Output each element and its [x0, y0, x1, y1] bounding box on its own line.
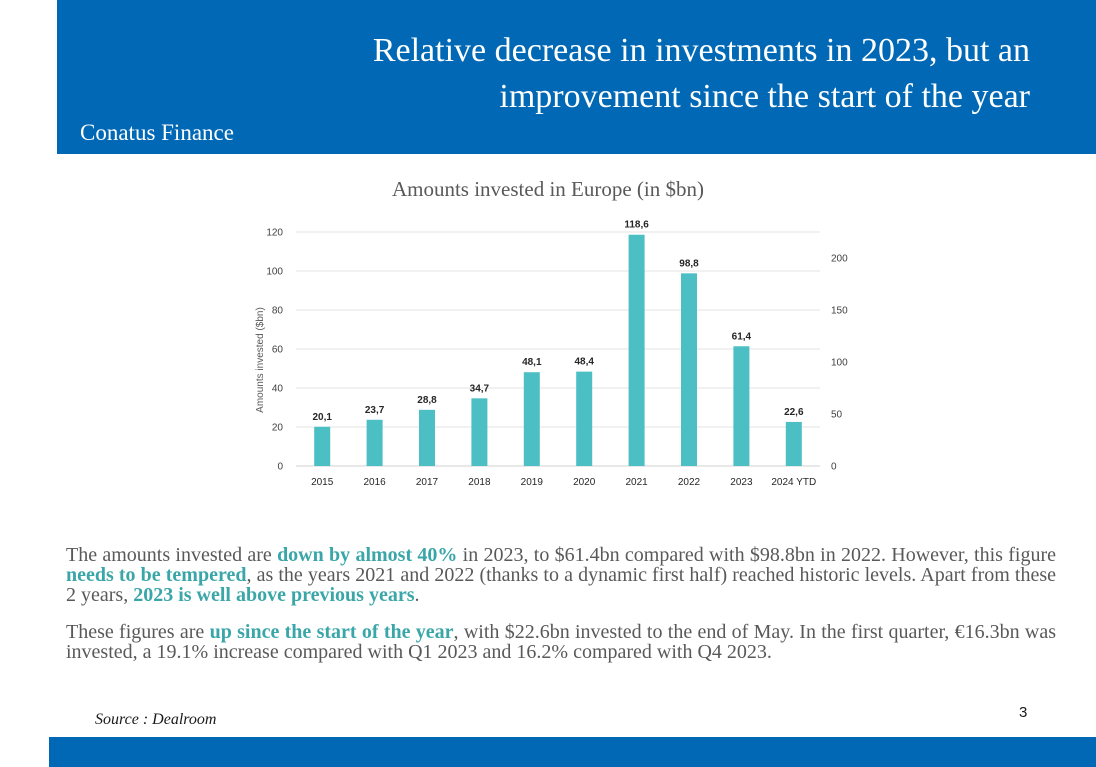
- bar: [523, 372, 540, 466]
- y-tick-label: 80: [272, 306, 284, 317]
- x-axis-ticks: 2015 2016 2017 2018 2019 2020 2021 2022 2023 2024…: [311, 477, 816, 488]
- bar: [628, 234, 645, 466]
- y-axis-ticks: 0 20 40 60 80 100 120: [266, 228, 283, 473]
- bar: [314, 426, 331, 466]
- p1-highlight-1: down by almost 40%: [277, 544, 458, 566]
- source-note: Source : Dealroom: [95, 711, 217, 728]
- bar: [419, 409, 435, 466]
- value-label: 23,7: [365, 405, 385, 416]
- gridlines: [296, 231, 820, 467]
- x-tick-label: 2019: [521, 477, 544, 488]
- page-title: Relative decrease in investments in 2023…: [170, 28, 1030, 120]
- bar: [733, 346, 750, 466]
- y2-tick-label: 50: [831, 410, 843, 421]
- x-tick-label: 2017: [416, 477, 439, 488]
- paragraph-2: These figures are up since the start of …: [66, 622, 1056, 662]
- y2-tick-label: 100: [831, 358, 848, 369]
- value-label: 118,6: [624, 220, 649, 231]
- x-tick-label: 2020: [573, 477, 596, 488]
- bar: [785, 421, 802, 466]
- x-tick-label: 2021: [625, 477, 648, 488]
- bar: [471, 398, 488, 466]
- p2-text-c: , with $22.6bn invested to the end of Ma…: [66, 621, 1056, 663]
- value-label: 22,6: [784, 407, 804, 418]
- y2-axis-ticks: 0 50 100 150 200: [831, 254, 848, 473]
- x-tick-label: 2022: [678, 477, 701, 488]
- title-line-1: Relative decrease in investments in 2023…: [372, 32, 1030, 69]
- y2-tick-label: 0: [831, 462, 837, 473]
- chart-title: Amounts invested in Europe (in $bn): [391, 177, 705, 201]
- y2-tick-label: 150: [831, 306, 848, 317]
- p2-highlight-1: up since the start of the year: [209, 621, 454, 643]
- value-labels: 20,1 23,7 28,8 34,7 48,1 48,4 118,6 98,8 61,4 22,…: [312, 220, 804, 423]
- value-label: 48,4: [574, 357, 594, 368]
- bar: [366, 419, 383, 466]
- p1-text-c: in 2023, to $61.4bn compared with $98.8b…: [457, 544, 1056, 566]
- value-label: 61,4: [732, 331, 752, 342]
- value-label: 34,7: [470, 383, 490, 394]
- p1-text-a: The amounts invested are: [66, 544, 278, 566]
- p1-highlight-3: 2023 is well above previous years: [133, 584, 415, 606]
- bar: [681, 273, 697, 466]
- p1-text-g: .: [414, 584, 420, 606]
- value-label: 28,8: [417, 395, 437, 406]
- x-tick-label: 2018: [468, 477, 491, 488]
- header-banner: Relative decrease in investments in 2023…: [57, 0, 1096, 154]
- y-tick-label: 120: [266, 228, 283, 239]
- p1-highlight-2: needs to be tempered: [66, 564, 247, 586]
- p1-text-e: , as the years 2021 and 2022 (thanks to …: [66, 564, 1057, 606]
- y-tick-label: 20: [272, 423, 284, 434]
- bar-chart: 0 20 40 60 80 100 120 0 50 100 150 200 20,1 23,7 28,…: [255, 220, 848, 488]
- x-tick-label: 2016: [363, 477, 386, 488]
- value-label: 98,8: [679, 258, 699, 269]
- x-tick-label: 2015: [311, 477, 334, 488]
- footer-banner: [49, 737, 1096, 767]
- bars: [314, 234, 802, 466]
- y-tick-label: 100: [266, 267, 283, 278]
- value-label: 20,1: [312, 412, 332, 423]
- x-tick-label: 2024 YTD: [771, 477, 816, 488]
- title-line-2: improvement since the start of the year: [499, 78, 1030, 115]
- y-tick-label: 40: [272, 384, 284, 395]
- page-number: 3: [1019, 704, 1028, 721]
- x-tick-label: 2023: [730, 477, 753, 488]
- y-tick-label: 0: [277, 462, 283, 473]
- p2-text-a: These figures are: [66, 621, 210, 643]
- y2-tick-label: 200: [831, 254, 848, 265]
- company-name: Conatus Finance: [80, 120, 234, 145]
- paragraph-1: The amounts invested are down by almost …: [66, 545, 1056, 605]
- value-label: 48,1: [522, 357, 542, 368]
- y-tick-label: 60: [272, 345, 284, 356]
- bar: [576, 371, 593, 466]
- y-axis-label: Amounts invested ($bn): [255, 307, 266, 413]
